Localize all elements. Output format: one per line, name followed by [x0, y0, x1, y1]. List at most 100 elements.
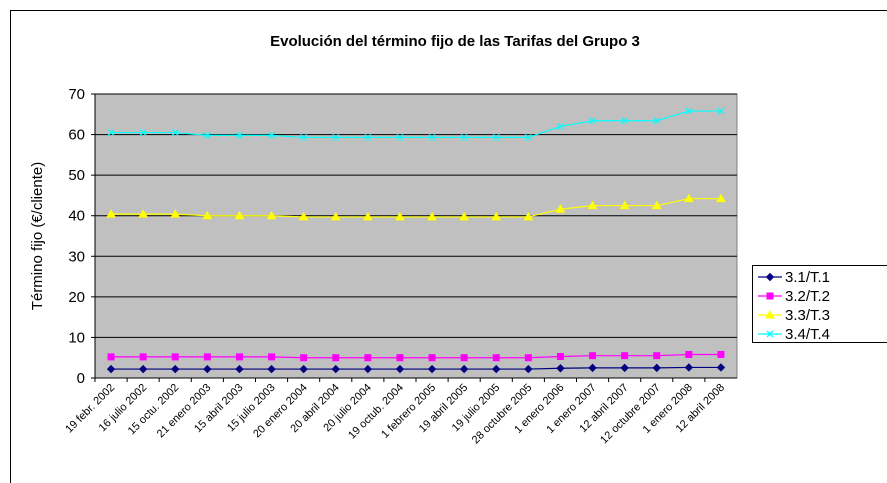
marker [235, 364, 244, 374]
marker [364, 354, 372, 362]
marker [765, 309, 775, 319]
marker [555, 204, 566, 213]
marker [589, 117, 597, 125]
marker [765, 272, 775, 282]
marker [621, 352, 629, 360]
marker [171, 364, 180, 374]
series-line [111, 366, 721, 370]
series [106, 193, 726, 221]
marker [364, 133, 372, 141]
marker [685, 350, 693, 358]
marker [332, 133, 340, 141]
marker [716, 363, 726, 372]
marker [524, 133, 532, 141]
marker [106, 364, 116, 374]
marker [717, 350, 725, 358]
marker [331, 364, 340, 374]
marker [556, 122, 564, 130]
marker [651, 200, 662, 210]
marker [138, 364, 148, 374]
marker [653, 352, 661, 360]
series [107, 350, 725, 362]
marker [268, 353, 276, 361]
series [106, 363, 726, 374]
marker [234, 210, 245, 220]
marker [203, 364, 212, 374]
marker [106, 209, 116, 218]
marker [619, 200, 630, 210]
marker [396, 133, 404, 141]
marker [620, 363, 629, 373]
marker [684, 363, 694, 372]
marker [459, 211, 470, 221]
marker [138, 209, 149, 218]
marker [203, 131, 211, 139]
marker [427, 211, 437, 221]
marker [621, 117, 629, 125]
y-axis-label: Término fijo (€/cliente) [29, 162, 46, 310]
marker [171, 129, 179, 137]
marker [428, 354, 436, 362]
series-line [111, 198, 721, 218]
marker [427, 364, 437, 374]
series [107, 107, 725, 141]
marker [235, 353, 243, 361]
marker [492, 364, 501, 374]
marker [587, 200, 598, 210]
y-tick-label: 0 [77, 370, 85, 387]
marker [556, 352, 564, 360]
marker [267, 364, 276, 374]
marker [396, 354, 404, 362]
marker [460, 133, 468, 141]
marker [491, 211, 502, 221]
marker [589, 352, 597, 360]
marker [653, 117, 661, 125]
legend [752, 265, 887, 343]
marker [492, 354, 500, 362]
marker [459, 364, 469, 374]
marker [203, 353, 211, 361]
marker [363, 364, 373, 374]
marker [300, 354, 308, 362]
y-tick-label: 30 [68, 248, 85, 265]
marker [766, 330, 774, 338]
series-line [111, 110, 721, 139]
marker [170, 209, 181, 218]
marker [524, 364, 533, 374]
legend-label: 3.2/T.2 [785, 288, 830, 305]
marker [556, 364, 565, 373]
series-line [111, 353, 721, 359]
marker [685, 107, 693, 115]
marker [523, 211, 534, 221]
marker [395, 364, 405, 374]
marker [299, 364, 308, 374]
marker [171, 353, 179, 361]
marker [766, 292, 774, 300]
marker [139, 353, 147, 361]
chart-title: Evolución del término fijo de las Tarifa… [270, 33, 640, 50]
legend-label: 3.3/T.3 [785, 307, 830, 324]
marker [428, 133, 436, 141]
marker [266, 210, 277, 220]
marker [652, 363, 661, 373]
marker [235, 131, 243, 139]
y-tick-label: 70 [68, 86, 85, 103]
plot-area [94, 93, 738, 379]
marker [202, 210, 213, 220]
marker [717, 107, 725, 115]
marker [298, 211, 309, 221]
marker [588, 363, 597, 373]
y-tick-label: 60 [68, 127, 85, 144]
marker [362, 211, 373, 221]
marker [300, 133, 308, 141]
legend-label: 3.1/T.1 [785, 269, 830, 286]
marker [330, 211, 341, 221]
y-tick-label: 50 [68, 167, 85, 184]
marker [460, 354, 468, 362]
marker [107, 353, 115, 361]
legend-label: 3.4/T.4 [785, 326, 830, 343]
marker [524, 354, 532, 362]
y-tick-label: 10 [68, 329, 85, 346]
marker [139, 129, 147, 137]
